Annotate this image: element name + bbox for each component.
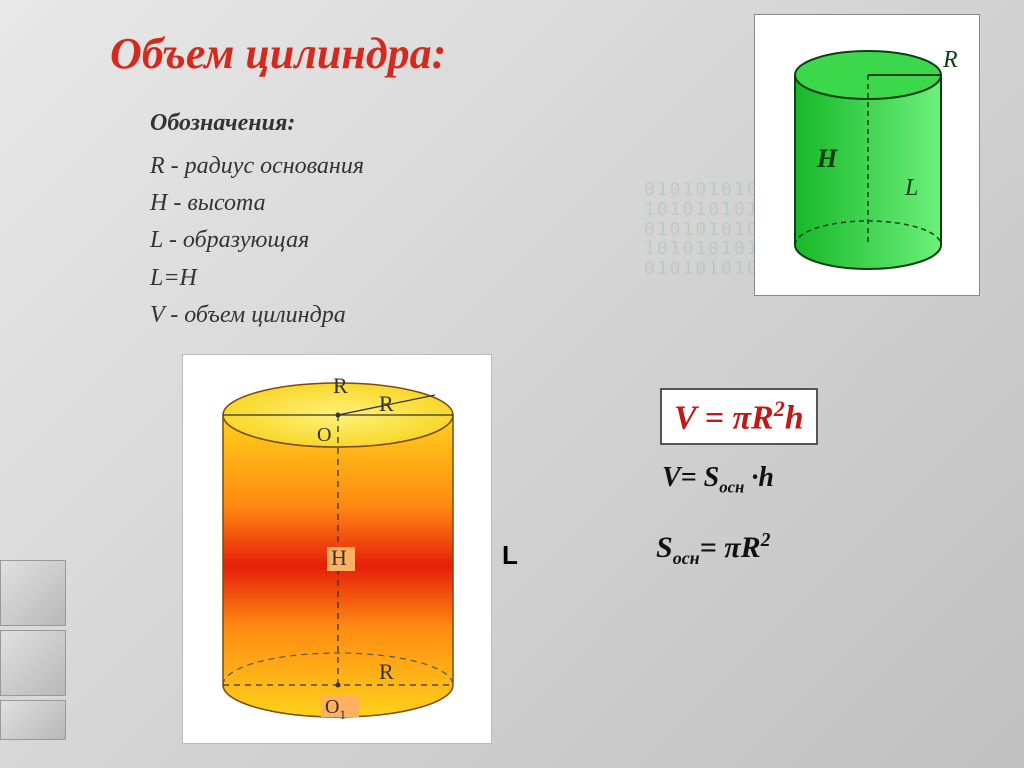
slide: 0101010101010101010101101010101010101010… [0, 0, 1024, 768]
formula-line-2: V= Sосн ·h [662, 462, 774, 498]
formula-r: R [751, 399, 774, 436]
f2sub: осн [719, 478, 744, 497]
formula-exp: 2 [774, 396, 785, 421]
f3r: R [741, 531, 761, 564]
outside-L-label: L [502, 540, 518, 571]
formula-v-equals: V = [674, 399, 732, 436]
formula-pi: π [732, 399, 751, 436]
orange-cylinder-svg: R R O H R O1 [183, 355, 493, 745]
f3a: S [656, 531, 673, 564]
orange-cylinder-figure: R R O H R O1 [182, 354, 492, 744]
nav-square[interactable] [0, 560, 66, 626]
nav-square[interactable] [0, 700, 66, 740]
label-O: O [317, 424, 331, 446]
f3exp: 2 [761, 530, 771, 551]
label-R-bottom: R [379, 659, 394, 684]
f2a: V= S [662, 462, 719, 493]
def-line: H - высота [150, 185, 364, 222]
def-line: L=H [150, 260, 364, 297]
label-L: L [904, 175, 918, 201]
green-cylinder-figure: R H L [754, 14, 980, 296]
subtitle: Обозначения: [150, 110, 295, 137]
label-R-top2: R [379, 391, 394, 416]
f3pi: π [724, 531, 740, 564]
label-R: R [942, 47, 958, 73]
label-H: H [331, 545, 347, 570]
slide-title: Объем цилиндра: [110, 28, 446, 79]
def-line: V - объем цилиндра [150, 297, 364, 334]
f3sub: осн [673, 548, 700, 568]
def-line: R - радиус основания [150, 148, 364, 185]
label-R-top1: R [333, 373, 348, 398]
formula-line-3: Sосн= πR2 [656, 530, 770, 569]
label-H: H [816, 144, 838, 173]
f2b: ·h [744, 462, 774, 493]
definitions-list: R - радиус основания H - высота L - обра… [150, 148, 364, 334]
nav-squares [0, 560, 66, 744]
main-formula-box: V = πR2h [660, 388, 818, 445]
formula-h: h [785, 399, 804, 436]
def-line: L - образующая [150, 222, 364, 259]
f3b: = [700, 531, 725, 564]
nav-square[interactable] [0, 630, 66, 696]
green-cylinder-svg: R H L [765, 25, 971, 285]
